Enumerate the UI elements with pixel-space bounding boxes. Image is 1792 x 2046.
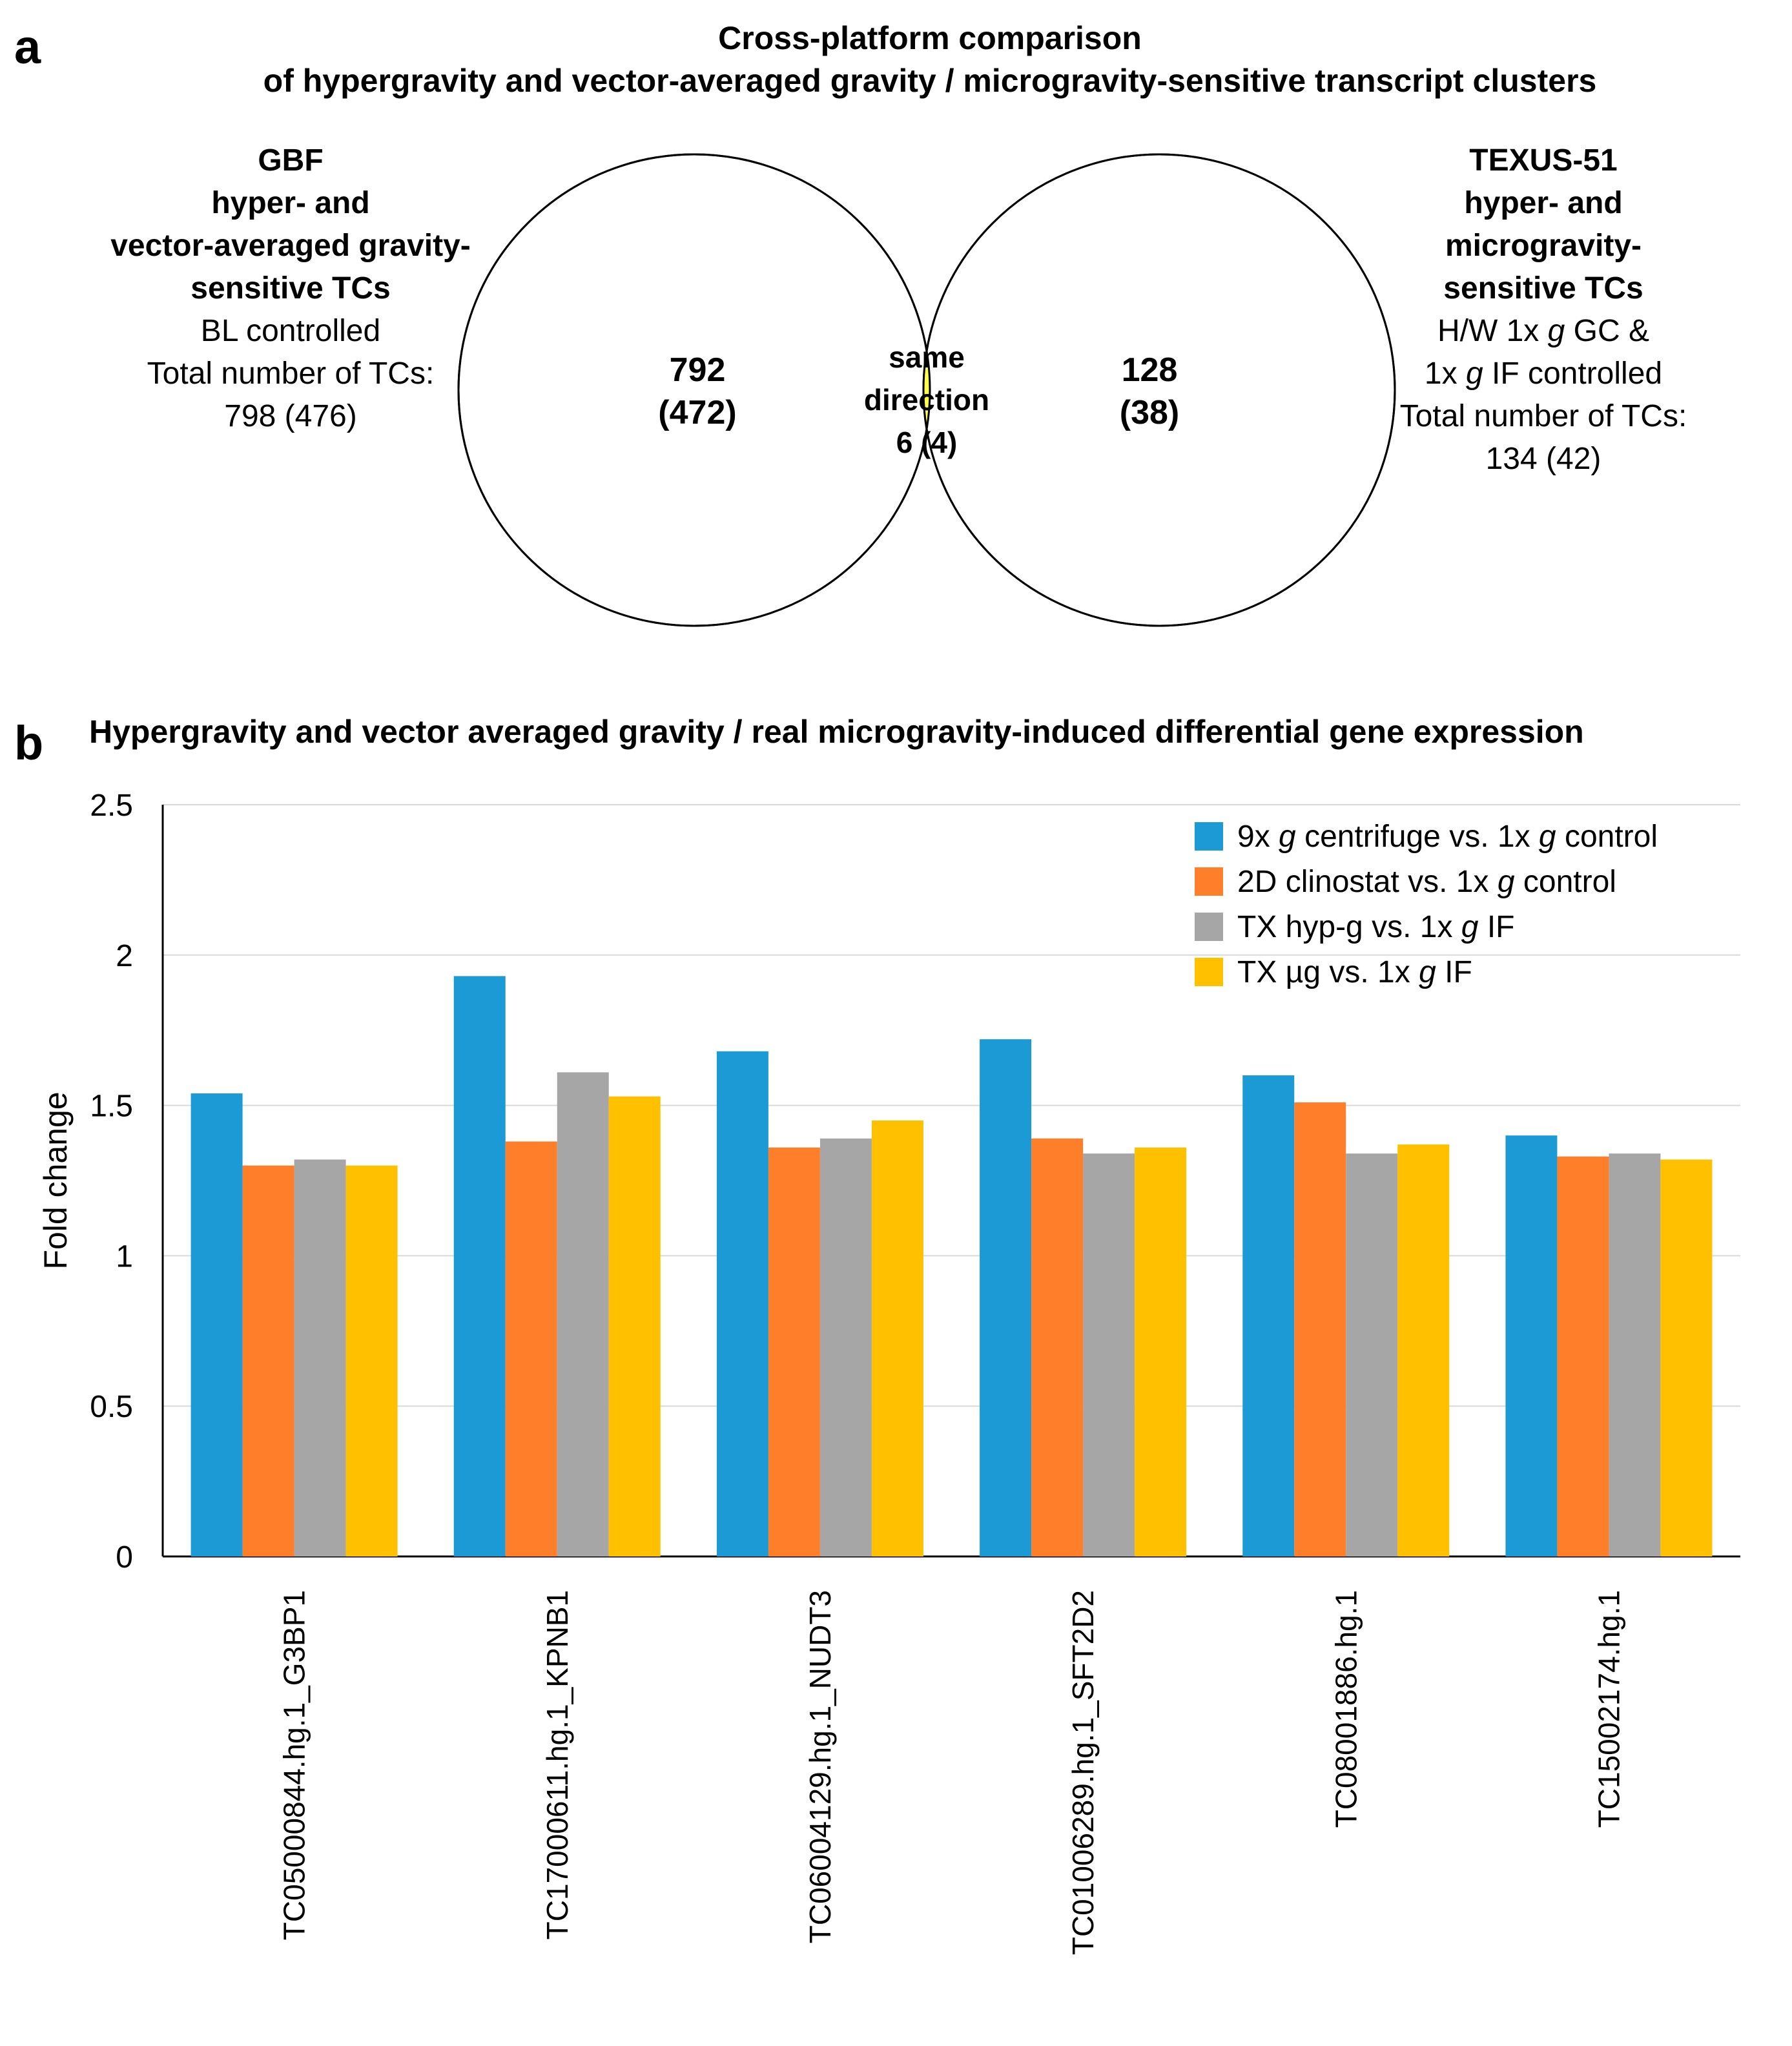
bar: [1609, 1153, 1661, 1556]
left-set-description: GBF hyper- and vector-averaged gravity- …: [26, 140, 555, 438]
right-set-line4: sensitive TCs: [1443, 271, 1643, 305]
bar: [716, 1051, 768, 1556]
left-set-line2: hyper- and: [211, 186, 370, 220]
bar: [242, 1165, 294, 1556]
left-set-line4: sensitive TCs: [191, 271, 391, 305]
bar: [1242, 1075, 1295, 1556]
bar: [1083, 1153, 1135, 1556]
y-axis-label: Fold change: [37, 1091, 74, 1269]
legend-label-3: TX hyp-g vs. 1x g IF: [1237, 909, 1515, 944]
legend-swatch-3: [1195, 913, 1223, 941]
right-set-line1: TEXUS-51: [1469, 143, 1618, 178]
y-tick-label: 0: [116, 1540, 133, 1575]
left-set-line5: BL controlled: [200, 314, 381, 348]
bar: [871, 1120, 923, 1556]
legend-swatch-4: [1195, 958, 1223, 986]
bar: [557, 1072, 609, 1556]
x-tick-label: TC01006289.hg.1_SFT2D2: [1066, 1590, 1100, 1955]
bar: [1660, 1159, 1713, 1556]
left-set-line7: 798 (476): [224, 399, 357, 433]
bar: [191, 1093, 243, 1556]
left-set-line1: GBF: [258, 143, 324, 178]
overlap-line2: direction: [863, 383, 990, 417]
right-only-count-sub: (38): [1119, 394, 1180, 431]
right-set-line7: Total number of TCs:: [1399, 399, 1687, 433]
panel-a-letter: a: [14, 20, 41, 74]
overlap-line1: same: [889, 340, 965, 374]
legend-item-2: 2D clinostat vs. 1x g control: [1195, 859, 1616, 904]
venn-title-line1: Cross-platform comparison: [718, 20, 1142, 56]
bar: [1557, 1156, 1609, 1556]
right-set-line8: 134 (42): [1485, 442, 1601, 476]
legend-swatch-2: [1195, 867, 1223, 896]
left-set-line6: Total number of TCs:: [147, 356, 435, 391]
chart-title: Hypergravity and vector averaged gravity…: [89, 714, 1584, 750]
venn-diagram: [457, 153, 1396, 627]
x-tick-label: TC15002174.hg.1: [1592, 1590, 1625, 1828]
bar: [453, 976, 506, 1556]
y-tick-label: 1.5: [90, 1090, 133, 1124]
bar: [1346, 1153, 1398, 1556]
y-tick-label: 2: [116, 939, 133, 973]
bar: [1135, 1147, 1187, 1556]
right-set-description: TEXUS-51 hyper- and microgravity- sensit…: [1298, 140, 1789, 480]
legend-swatch-1: [1195, 822, 1223, 851]
overlap-line3: 6 (4): [896, 426, 958, 459]
y-tick-label: 1: [116, 1239, 133, 1274]
bar: [608, 1096, 661, 1556]
y-tick-label: 2.5: [90, 789, 133, 823]
y-tick-label: 0.5: [90, 1390, 133, 1424]
bar: [294, 1159, 346, 1556]
legend-label-1: 9x g centrifuge vs. 1x g control: [1237, 819, 1658, 854]
legend-item-1: 9x g centrifuge vs. 1x g control: [1195, 814, 1658, 859]
bar: [1031, 1138, 1084, 1556]
left-only-count-sub: (472): [658, 394, 737, 431]
chart-legend: 9x g centrifuge vs. 1x g control 2D clin…: [1195, 814, 1776, 1008]
legend-item-4: TX µg vs. 1x g IF: [1195, 949, 1472, 995]
panel-b-letter: b: [14, 716, 44, 770]
left-set-line3: vector-averaged gravity-: [110, 229, 471, 263]
right-set-line6: 1x g IF controlled: [1424, 356, 1663, 391]
bar: [505, 1141, 557, 1556]
legend-label-2: 2D clinostat vs. 1x g control: [1237, 864, 1616, 899]
right-set-line2: hyper- and: [1464, 186, 1623, 220]
right-only-count: 128 (38): [1085, 349, 1214, 434]
left-only-count: 792 (472): [633, 349, 762, 434]
legend-label-4: TX µg vs. 1x g IF: [1237, 955, 1472, 989]
bar: [1294, 1102, 1346, 1556]
right-set-line5: H/W 1x g GC &: [1437, 314, 1650, 348]
x-tick-label: TC17000611.hg.1_KPNB1: [541, 1590, 574, 1939]
venn-title-line2: of hypergravity and vector-averaged grav…: [263, 63, 1597, 99]
bar: [345, 1165, 398, 1556]
overlap-label: same direction 6 (4): [839, 336, 1014, 464]
bar: [1505, 1135, 1558, 1556]
x-tick-label: TC08001886.hg.1: [1329, 1590, 1363, 1828]
right-set-line3: microgravity-: [1445, 229, 1642, 263]
venn-title: Cross-platform comparison of hypergravit…: [0, 17, 1792, 102]
bar: [768, 1147, 820, 1556]
legend-item-3: TX hyp-g vs. 1x g IF: [1195, 904, 1514, 949]
x-tick-label: TC06004129.hg.1_NUDT3: [803, 1590, 837, 1943]
x-tick-label: TC05000844.hg.1_G3BP1: [278, 1590, 311, 1940]
bar: [980, 1039, 1032, 1556]
left-only-count-value: 792: [669, 351, 726, 389]
right-only-count-value: 128: [1121, 351, 1178, 389]
bar: [1397, 1144, 1450, 1556]
bar: [819, 1138, 872, 1556]
